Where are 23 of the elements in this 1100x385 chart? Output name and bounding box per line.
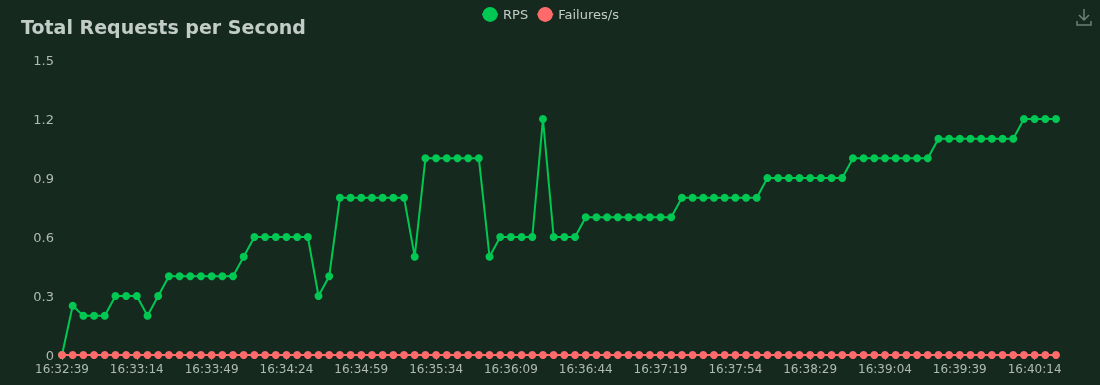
chart-title: Total Requests per Second — [21, 15, 306, 38]
y-tick-label: 0 — [45, 347, 54, 363]
x-tick-label: 16:37:19 — [633, 362, 688, 376]
x-tick-label: 16:36:09 — [483, 362, 538, 376]
y-tick-label: 0.3 — [33, 288, 54, 304]
y-tick-label: 1.5 — [33, 52, 54, 68]
x-tick-label: 16:35:34 — [409, 362, 464, 376]
y-tick-label: 1.2 — [33, 111, 54, 127]
legend-label: RPS — [503, 6, 529, 22]
x-tick-label: 16:32:39 — [35, 362, 89, 376]
x-tick-label: 16:37:54 — [708, 362, 763, 376]
x-tick-label: 16:38:29 — [783, 362, 838, 376]
y-tick-label: 0.9 — [33, 170, 54, 186]
x-tick-label: 16:34:24 — [259, 362, 314, 376]
y-tick-label: 0.6 — [33, 229, 54, 245]
x-tick-label: 16:33:49 — [184, 362, 239, 376]
x-tick-label: 16:39:39 — [932, 362, 987, 376]
legend-label: Failures/s — [558, 6, 620, 22]
x-tick-label: 16:33:14 — [109, 362, 164, 376]
x-tick-label: 16:34:59 — [334, 362, 389, 376]
x-tick-label: 16:39:04 — [858, 362, 912, 376]
x-tick-label: 16:36:44 — [558, 362, 613, 376]
x-tick-label: 16:40:14 — [1007, 362, 1062, 376]
